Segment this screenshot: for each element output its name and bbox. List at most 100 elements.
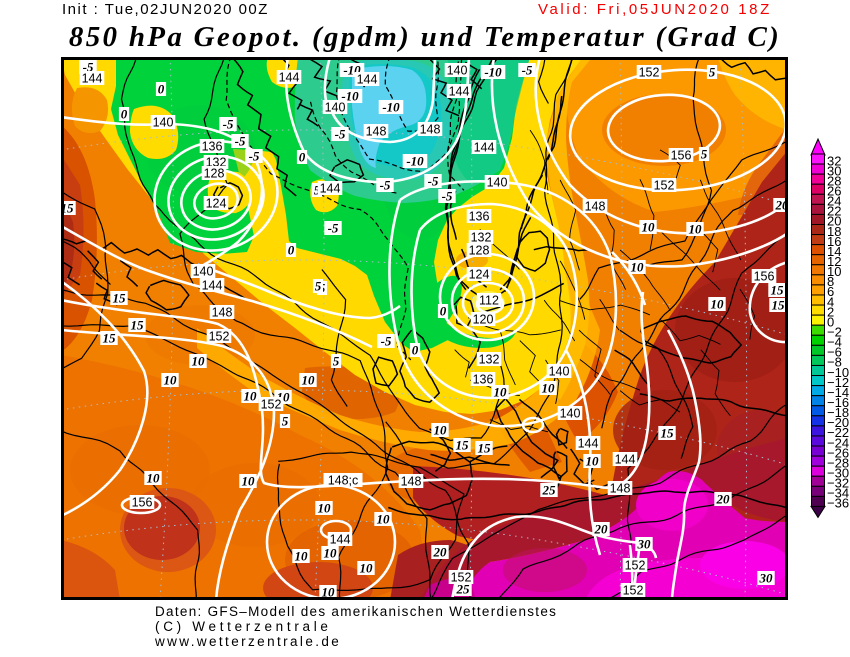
svg-text:−10: −10 bbox=[827, 365, 849, 380]
svg-text:−18: −18 bbox=[827, 405, 849, 420]
svg-text:15: 15 bbox=[456, 438, 470, 453]
svg-text:152: 152 bbox=[209, 330, 230, 344]
svg-text:32: 32 bbox=[827, 153, 841, 168]
svg-text:128: 128 bbox=[469, 244, 490, 258]
svg-text:10: 10 bbox=[244, 389, 258, 404]
svg-text:-5: -5 bbox=[249, 149, 260, 164]
svg-text:20: 20 bbox=[433, 545, 448, 560]
svg-text:−14: −14 bbox=[827, 385, 849, 400]
svg-text:−32: −32 bbox=[827, 476, 849, 491]
svg-text:136: 136 bbox=[469, 210, 490, 224]
svg-text:5: 5 bbox=[314, 183, 321, 198]
svg-text:-10: -10 bbox=[382, 100, 400, 115]
svg-text:10: 10 bbox=[586, 454, 600, 469]
svg-text:-5: -5 bbox=[442, 189, 453, 204]
svg-text:140: 140 bbox=[325, 101, 346, 115]
svg-text:144: 144 bbox=[82, 72, 103, 86]
svg-text:18: 18 bbox=[827, 224, 841, 239]
svg-text:10: 10 bbox=[242, 474, 256, 489]
svg-text:144: 144 bbox=[320, 182, 341, 196]
svg-text:10: 10 bbox=[164, 373, 178, 388]
svg-text:16: 16 bbox=[827, 234, 841, 249]
svg-text:0: 0 bbox=[412, 343, 419, 358]
svg-text:20: 20 bbox=[827, 214, 841, 229]
svg-text:148: 148 bbox=[212, 306, 233, 320]
svg-text:−26: −26 bbox=[827, 445, 849, 460]
svg-text:-5: -5 bbox=[522, 63, 533, 78]
svg-text:15: 15 bbox=[478, 441, 492, 456]
svg-text:25: 25 bbox=[542, 483, 557, 498]
svg-text:0: 0 bbox=[827, 314, 834, 329]
svg-text:14: 14 bbox=[827, 244, 841, 259]
svg-text:144: 144 bbox=[279, 71, 300, 85]
svg-text:10: 10 bbox=[360, 561, 374, 576]
svg-text:−28: −28 bbox=[827, 455, 849, 470]
svg-text:10: 10 bbox=[827, 264, 841, 279]
svg-text:136: 136 bbox=[202, 140, 223, 154]
svg-text:8: 8 bbox=[827, 274, 834, 289]
svg-text:5: 5 bbox=[282, 414, 289, 429]
svg-text:−22: −22 bbox=[827, 425, 849, 440]
svg-text:0: 0 bbox=[440, 304, 447, 319]
svg-text:-5: -5 bbox=[381, 334, 392, 349]
svg-text:-5: -5 bbox=[428, 174, 439, 189]
svg-text:144: 144 bbox=[357, 73, 378, 87]
svg-text:5: 5 bbox=[701, 147, 708, 162]
svg-text:152: 152 bbox=[625, 559, 646, 573]
svg-text:10: 10 bbox=[494, 385, 508, 400]
svg-text:30: 30 bbox=[827, 163, 841, 178]
svg-text:156: 156 bbox=[671, 149, 692, 163]
svg-text:−34: −34 bbox=[827, 486, 849, 501]
svg-text:-10: -10 bbox=[341, 89, 359, 104]
svg-text:152: 152 bbox=[654, 179, 675, 193]
svg-text:10: 10 bbox=[324, 546, 338, 561]
svg-text:124: 124 bbox=[206, 197, 227, 211]
svg-text:12: 12 bbox=[827, 254, 841, 269]
svg-text:152: 152 bbox=[639, 66, 660, 80]
svg-text:−6: −6 bbox=[827, 345, 842, 360]
svg-text:156: 156 bbox=[132, 496, 153, 510]
svg-text:120: 120 bbox=[473, 313, 494, 327]
svg-text:−24: −24 bbox=[827, 435, 849, 450]
svg-text:140: 140 bbox=[549, 365, 570, 379]
svg-text:148: 148 bbox=[366, 125, 387, 139]
svg-text:5: 5 bbox=[333, 354, 340, 369]
svg-text:-5: -5 bbox=[83, 60, 94, 75]
svg-text:144: 144 bbox=[330, 533, 351, 547]
svg-text:20: 20 bbox=[716, 492, 731, 507]
svg-text:20: 20 bbox=[775, 198, 789, 213]
svg-text:152: 152 bbox=[623, 584, 644, 598]
svg-text:10: 10 bbox=[192, 354, 206, 369]
svg-text:2: 2 bbox=[827, 304, 834, 319]
svg-text:-5: -5 bbox=[328, 221, 339, 236]
svg-text:10: 10 bbox=[295, 549, 309, 564]
svg-text:10: 10 bbox=[302, 373, 316, 388]
svg-text:136: 136 bbox=[473, 373, 494, 387]
svg-text:152: 152 bbox=[451, 571, 472, 585]
svg-text:10: 10 bbox=[147, 471, 161, 486]
svg-text:−30: −30 bbox=[827, 465, 849, 480]
svg-text:-10: -10 bbox=[484, 65, 502, 80]
svg-text:148: 148 bbox=[420, 123, 441, 137]
svg-text:10: 10 bbox=[377, 512, 391, 527]
svg-text:112: 112 bbox=[479, 294, 499, 308]
svg-text:10: 10 bbox=[642, 220, 656, 235]
svg-text:10: 10 bbox=[434, 423, 448, 438]
svg-text:−8: −8 bbox=[827, 355, 842, 370]
svg-text:−12: −12 bbox=[827, 375, 849, 390]
svg-text:0: 0 bbox=[158, 82, 165, 97]
svg-text:6: 6 bbox=[827, 284, 834, 299]
svg-text:10: 10 bbox=[631, 260, 645, 275]
svg-text:15: 15 bbox=[772, 298, 786, 313]
svg-text:15: 15 bbox=[113, 291, 127, 306]
svg-text:10: 10 bbox=[689, 222, 703, 237]
svg-text:152: 152 bbox=[261, 398, 282, 412]
svg-text:144: 144 bbox=[474, 141, 495, 155]
svg-text:15: 15 bbox=[103, 331, 117, 346]
svg-text:144: 144 bbox=[202, 279, 223, 293]
svg-text:15: 15 bbox=[131, 318, 145, 333]
svg-text:30: 30 bbox=[637, 537, 652, 552]
svg-text:124: 124 bbox=[469, 268, 490, 282]
svg-text:20: 20 bbox=[594, 522, 609, 537]
svg-text:30: 30 bbox=[759, 571, 774, 586]
